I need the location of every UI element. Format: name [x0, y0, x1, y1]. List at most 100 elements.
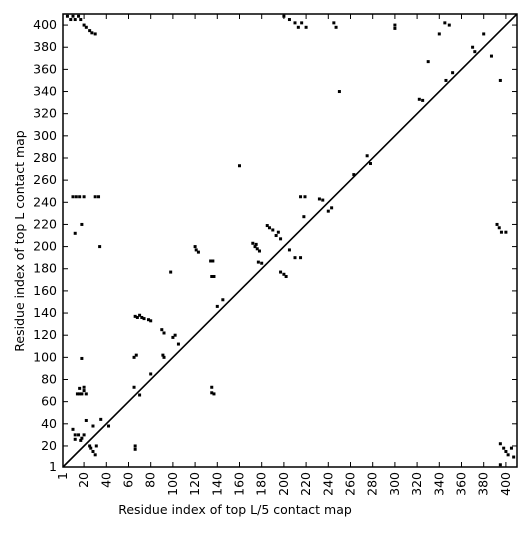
contact-point — [78, 386, 82, 390]
contact-point — [473, 50, 477, 54]
contact-point — [162, 355, 166, 359]
contact-point — [77, 14, 81, 18]
plot-frame — [62, 13, 518, 468]
contact-point — [93, 453, 97, 457]
contact-point — [282, 272, 286, 276]
contact-point — [260, 261, 264, 265]
x-tick-label: 180 — [254, 472, 269, 496]
contact-point — [287, 248, 291, 252]
contact-point — [251, 241, 255, 245]
y-tick-label: 20 — [41, 438, 57, 453]
contact-point — [302, 215, 306, 219]
contact-point — [210, 391, 214, 395]
contact-point — [304, 25, 308, 29]
contact-point — [303, 195, 307, 199]
contact-point — [73, 437, 77, 441]
contact-point — [194, 248, 198, 252]
contact-point — [497, 226, 501, 230]
contact-point — [82, 195, 86, 199]
contact-point — [274, 234, 278, 238]
x-tick-label: 380 — [476, 472, 491, 496]
contact-point — [196, 250, 200, 254]
contact-point — [134, 353, 138, 357]
contact-point — [482, 32, 486, 36]
contact-point — [254, 242, 258, 246]
contact-point — [221, 298, 225, 302]
contact-point — [417, 97, 421, 101]
y-tick-label: 200 — [33, 239, 57, 254]
contact-point — [78, 195, 82, 199]
y-tick-label: 340 — [33, 84, 57, 99]
x-tick-label: 20 — [76, 472, 91, 488]
contact-point — [82, 385, 86, 389]
contact-point — [88, 29, 92, 33]
contact-point — [79, 438, 83, 442]
contact-point — [506, 453, 510, 457]
contact-point — [146, 318, 150, 322]
contact-point — [317, 197, 321, 201]
contact-point — [133, 444, 137, 448]
contact-point — [509, 446, 513, 450]
contact-point — [80, 436, 84, 440]
x-tick-label: 360 — [453, 472, 468, 496]
x-tick-label: 220 — [298, 472, 313, 496]
contact-point — [80, 356, 84, 360]
contact-point — [73, 433, 77, 437]
contact-point — [421, 98, 425, 102]
contact-point — [89, 446, 93, 450]
contact-point — [257, 249, 261, 253]
contact-point — [499, 230, 503, 234]
x-tick-label: 100 — [165, 472, 180, 496]
contact-point — [97, 195, 101, 199]
y-tick-label: 280 — [33, 150, 57, 165]
x-tick-label: 140 — [209, 472, 224, 496]
contact-point — [282, 14, 286, 18]
contact-point — [91, 424, 95, 428]
contact-point — [74, 195, 78, 199]
contact-point — [489, 54, 493, 58]
contact-point — [171, 335, 175, 339]
y-axis-label: Residue index of top L contact map — [12, 130, 27, 351]
contact-point — [215, 304, 219, 308]
contact-point — [426, 60, 430, 64]
x-tick-label: 280 — [365, 472, 380, 496]
contact-point — [193, 245, 197, 249]
x-axis-label: Residue index of top L/5 contact map — [118, 502, 352, 517]
contact-point — [271, 228, 275, 232]
contact-point — [71, 427, 75, 431]
contact-point — [140, 315, 144, 319]
contact-point — [65, 14, 69, 18]
y-tick-label: 40 — [41, 416, 57, 431]
y-tick-label: 240 — [33, 194, 57, 209]
contact-point — [176, 342, 180, 346]
y-tick-label: 1 — [49, 459, 57, 474]
y-tick-label: 320 — [33, 106, 57, 121]
contact-point — [84, 418, 88, 422]
contact-point — [337, 90, 341, 94]
contact-point — [91, 449, 95, 453]
contact-point — [99, 417, 103, 421]
contact-point — [495, 222, 499, 226]
contact-point — [296, 25, 300, 29]
x-tick-label: 160 — [231, 472, 246, 496]
y-tick-label: 360 — [33, 61, 57, 76]
contact-point — [332, 21, 336, 25]
contact-point — [77, 433, 81, 437]
contact-point — [326, 209, 330, 213]
contact-point — [173, 333, 177, 337]
contact-point — [300, 21, 304, 25]
x-tick-label: 40 — [98, 472, 113, 488]
contact-point — [82, 389, 86, 393]
contact-point — [210, 274, 214, 278]
contact-point — [98, 245, 102, 249]
y-tick-label: 260 — [33, 172, 57, 187]
contact-point — [142, 317, 146, 321]
contact-point — [80, 222, 84, 226]
contact-point — [209, 259, 213, 263]
contact-point — [73, 231, 77, 235]
contact-point — [253, 245, 257, 249]
y-tick-label: 140 — [33, 305, 57, 320]
contact-point — [279, 237, 283, 241]
contact-point — [471, 45, 475, 49]
